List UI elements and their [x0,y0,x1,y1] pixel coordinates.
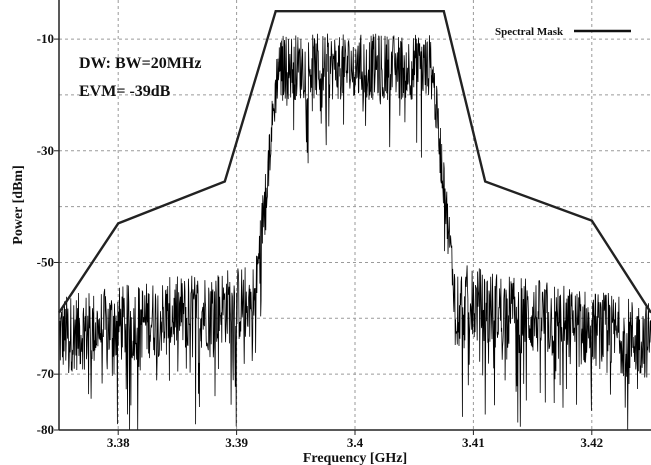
x-tick-label-3: 3.41 [462,435,485,450]
y-tick-label-1: -70 [37,366,54,381]
y-ticks: -80 -70 -50 -30 -10 [37,31,59,437]
x-tick-label-2: 3.4 [347,435,364,450]
spectral-mask-line [57,9,651,314]
y-axis-label: Power [dBm] [11,165,26,244]
plot-area [59,0,651,430]
x-axis-label: Frequency [GHz] [303,451,407,465]
y-tick-label-2: -50 [37,254,54,269]
spectrum-segment-2 [277,33,433,164]
annotation-bw: DW: BW=20MHz [79,55,201,72]
annotation-evm: EVM= -39dB [79,83,171,100]
x-tick-label-4: 3.42 [580,435,603,450]
y-tick-label-3: -30 [37,143,54,158]
legend-label-spectral-mask: Spectral Mask [495,26,564,38]
y-tick-label-0: -80 [37,422,54,437]
measured-spectrum [58,33,651,431]
x-ticks: 3.38 3.39 3.4 3.41 3.42 [107,430,603,450]
x-tick-label-0: 3.38 [107,435,130,450]
spectrum-segment-1 [254,58,279,353]
y-tick-label-4: -10 [37,31,54,46]
spectrum-segment-4 [455,265,651,431]
x-tick-label-1: 3.39 [225,435,248,450]
legend: Spectral Mask [495,26,631,38]
spectrum-segment-3 [431,66,456,346]
spectrum-segment-0 [58,267,255,431]
